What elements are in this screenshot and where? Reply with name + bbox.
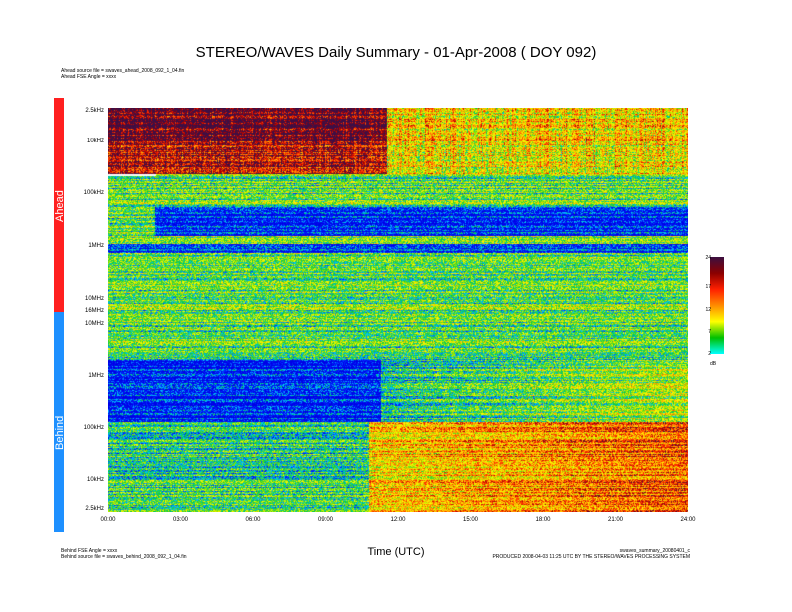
chart-title: STEREO/WAVES Daily Summary - 01-Apr-2008… xyxy=(195,44,597,61)
ytick-ahead-100khz: 100kHz xyxy=(83,190,104,196)
ytick-ahead-2-5khz: 2.5kHz xyxy=(85,108,104,114)
footer-produced-line: PRODUCED 2008-04-03 11:25 UTC BY THE STE… xyxy=(492,554,690,560)
ytick-ahead-10mhz: 10MHz xyxy=(84,296,104,302)
behind-label: Behind xyxy=(54,415,66,450)
xtick-1500: 15:00 xyxy=(462,517,478,523)
colorbar-tick-24: 24 xyxy=(705,255,711,261)
ahead-side-bar xyxy=(54,98,64,312)
xtick-0900: 09:00 xyxy=(317,517,333,523)
spectrogram-heatmap xyxy=(108,108,688,512)
behind-side-bar xyxy=(54,312,64,532)
ytick-ahead-16mhz: 16MHz xyxy=(84,308,104,314)
xtick-2400: 24:00 xyxy=(680,517,696,523)
colorbar xyxy=(710,257,724,354)
x-axis-label: Time (UTC) xyxy=(367,546,425,558)
ahead-source-line: Ahead source file = swaves_ahead_2008_09… xyxy=(61,68,185,74)
xtick-0300: 03:00 xyxy=(172,517,188,523)
ytick-behind-10mhz: 10MHz xyxy=(84,321,104,327)
colorbar-tick-7: 7 xyxy=(708,329,711,335)
ytick-ahead-1mhz: 1MHz xyxy=(88,243,104,249)
ahead-label: Ahead xyxy=(54,190,66,222)
behind-angle-line: Behind FSE Angle = xxxx xyxy=(61,548,118,554)
ytick-behind-1mhz: 1MHz xyxy=(88,373,104,379)
ahead-angle-line: Ahead FSE Angle = xxxx xyxy=(61,74,117,80)
ytick-behind-100khz: 100kHz xyxy=(83,425,104,431)
colorbar-tick-2: 2 xyxy=(708,351,711,357)
colorbar-tick-12: 12 xyxy=(705,307,711,313)
xtick-0000: 00:00 xyxy=(100,517,116,523)
xtick-0600: 06:00 xyxy=(245,517,261,523)
spectrogram-plot xyxy=(108,108,688,512)
colorbar-unit: dB xyxy=(710,361,717,367)
xtick-1200: 12:00 xyxy=(390,517,406,523)
footer-product-name: swaves_summary_20080401_c xyxy=(619,548,690,554)
ytick-ahead-10khz: 10kHz xyxy=(86,138,104,144)
ytick-behind-2-5khz: 2.5kHz xyxy=(85,506,104,512)
behind-source-line: Behind source file = swaves_behind_2008_… xyxy=(61,554,187,560)
ytick-behind-10khz: 10kHz xyxy=(86,477,104,483)
xtick-2100: 21:00 xyxy=(607,517,623,523)
xtick-1800: 18:00 xyxy=(535,517,551,523)
colorbar-tick-17: 17 xyxy=(705,284,711,290)
